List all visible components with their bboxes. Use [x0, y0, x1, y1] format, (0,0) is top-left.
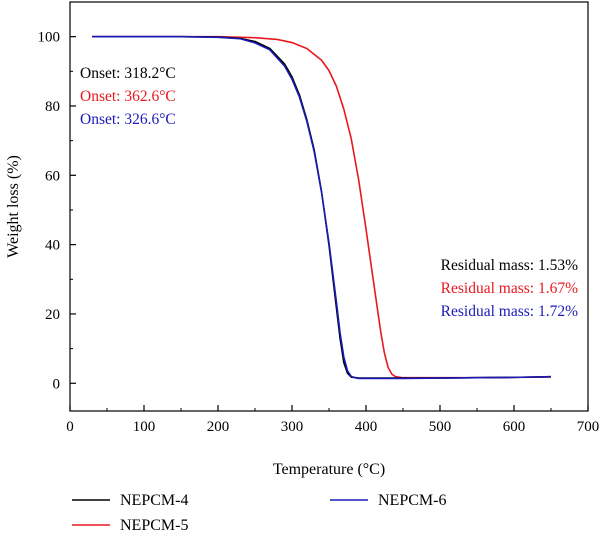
legend-label: NEPCM-6 [378, 492, 446, 509]
x-tick-label: 300 [281, 419, 304, 435]
residual-annotation: Residual mass: 1.53% [441, 257, 578, 274]
onset-annotation: Onset: 318.2°C [80, 65, 176, 82]
legend-label: NEPCM-5 [120, 517, 188, 534]
y-tick-label: 0 [53, 376, 61, 392]
x-tick-label: 0 [66, 419, 74, 435]
x-tick-label: 700 [577, 419, 600, 435]
onset-annotation: Onset: 362.6°C [80, 88, 176, 105]
x-tick-label: 500 [429, 419, 452, 435]
y-tick-label: 80 [45, 99, 60, 115]
legend: NEPCM-4 NEPCM-5 NEPCM-6 [72, 492, 446, 534]
legend-item-nepcm-6: NEPCM-6 [330, 492, 446, 509]
x-tick-label: 400 [355, 419, 378, 435]
y-tick-label: 40 [45, 238, 60, 254]
series-lines [92, 35, 552, 380]
axes: 0 100 200 300 400 500 600 700 0 20 40 60 80 100 [38, 1, 600, 435]
y-axis-title: Weight loss (%) [5, 155, 22, 258]
y-tick-label: 20 [45, 307, 60, 323]
x-tick-label: 100 [133, 419, 156, 435]
residual-annotation: Residual mass: 1.72% [441, 303, 578, 320]
y-tick-label: 100 [38, 30, 61, 46]
residual-annotation: Residual mass: 1.67% [441, 280, 578, 297]
annotations: Onset: 318.2°C Onset: 362.6°C Onset: 326.6… [80, 65, 578, 320]
x-tick-label: 600 [503, 419, 526, 435]
legend-item-nepcm-4: NEPCM-4 [72, 492, 188, 509]
x-tick-label: 200 [207, 419, 230, 435]
plot-frame [69, 1, 589, 412]
legend-item-nepcm-5: NEPCM-5 [72, 517, 188, 534]
x-axis-title: Temperature (°C) [273, 461, 385, 478]
onset-annotation: Onset: 326.6°C [80, 111, 176, 128]
y-tick-label: 60 [45, 168, 60, 184]
legend-label: NEPCM-4 [120, 492, 188, 509]
series-line-nepcm-6 [92, 35, 552, 380]
